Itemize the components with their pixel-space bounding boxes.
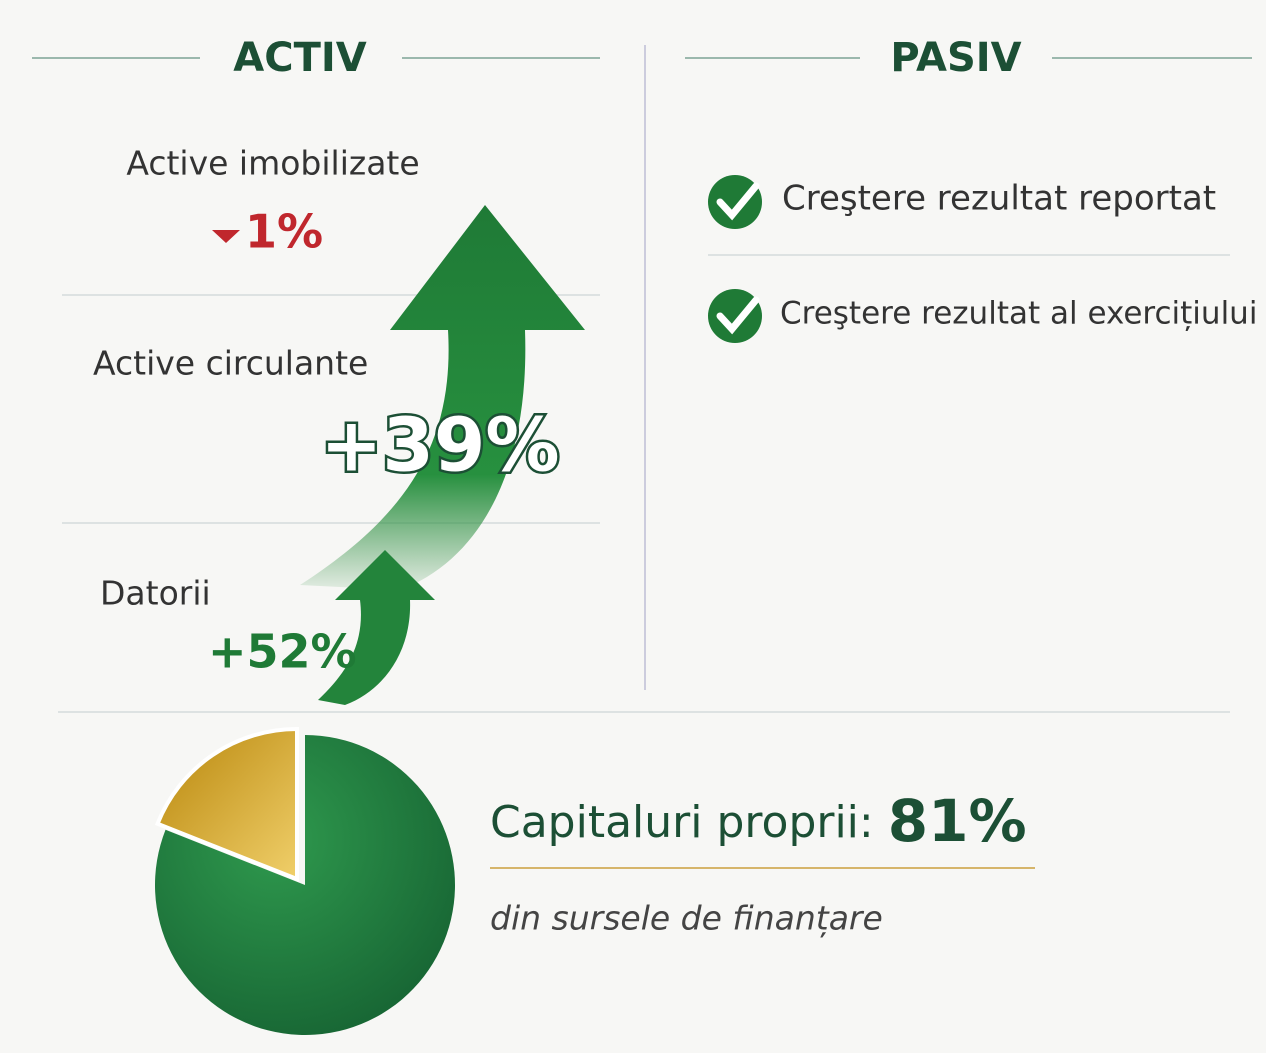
equity-subtitle: din sursele de finanțare [490, 899, 883, 938]
change-value: +39% [320, 403, 559, 489]
pie-slice-rest [154, 726, 299, 882]
equity-value: 81% [888, 787, 1027, 855]
change-value: 1% [245, 205, 323, 259]
pie [154, 726, 455, 1035]
item-label: Active circulante [93, 344, 368, 383]
small-arrow [318, 550, 435, 705]
check-icon [708, 175, 762, 229]
item-label: Active imobilizate [126, 144, 419, 183]
big-arrow [300, 205, 585, 590]
activ-title: ACTIV [233, 35, 366, 81]
pasiv-item: Creştere rezultat reportat [782, 179, 1216, 219]
change-value: +52% [208, 625, 357, 679]
down-triangle [212, 230, 240, 243]
equity-label: Capitaluri proprii: 81% [490, 787, 1027, 855]
check-icon [708, 289, 762, 343]
pasiv-item: Creştere rezultat al exercițiului [780, 296, 1257, 332]
pasiv-title: PASIV [890, 35, 1021, 81]
equity-text: Capitaluri proprii: [490, 797, 874, 848]
pie-slice-equity [155, 735, 455, 1035]
item-label: Datorii [100, 574, 211, 613]
